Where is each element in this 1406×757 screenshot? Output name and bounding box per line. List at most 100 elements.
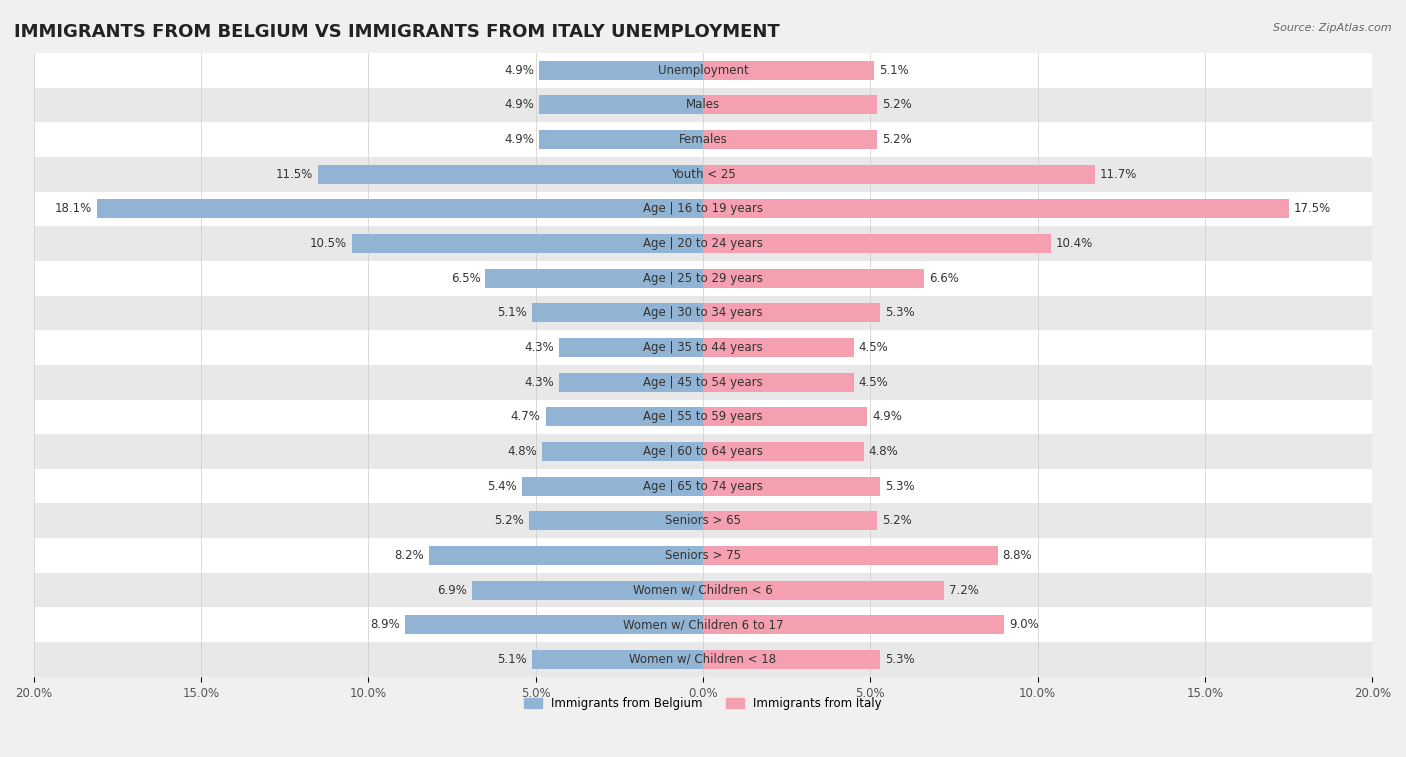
Bar (97, 199, 703, 218)
Bar (34, 261, 1372, 295)
Legend: Immigrants from Belgium, Immigrants from Italy: Immigrants from Belgium, Immigrants from… (519, 692, 887, 715)
Text: Age | 55 to 59 years: Age | 55 to 59 years (643, 410, 763, 423)
Text: 5.1%: 5.1% (498, 307, 527, 319)
Text: Source: ZipAtlas.com: Source: ZipAtlas.com (1274, 23, 1392, 33)
Text: 5.1%: 5.1% (879, 64, 908, 76)
Text: 8.2%: 8.2% (394, 549, 423, 562)
Bar (703, 234, 1052, 253)
Bar (34, 365, 1372, 400)
Text: 4.5%: 4.5% (859, 375, 889, 388)
Bar (533, 650, 703, 669)
Bar (703, 615, 1004, 634)
Text: 8.8%: 8.8% (1002, 549, 1032, 562)
Text: 5.2%: 5.2% (494, 514, 524, 528)
Bar (472, 581, 703, 600)
Text: 4.7%: 4.7% (510, 410, 541, 423)
Bar (34, 503, 1372, 538)
Bar (703, 269, 924, 288)
Bar (703, 407, 868, 426)
Bar (34, 192, 1372, 226)
Text: Youth < 25: Youth < 25 (671, 168, 735, 181)
Bar (703, 164, 1095, 184)
Text: Women w/ Children 6 to 17: Women w/ Children 6 to 17 (623, 618, 783, 631)
Text: 11.5%: 11.5% (276, 168, 314, 181)
Text: Females: Females (679, 133, 727, 146)
Bar (34, 607, 1372, 642)
Text: 4.3%: 4.3% (524, 341, 554, 354)
Bar (543, 442, 703, 461)
Text: 18.1%: 18.1% (55, 202, 93, 215)
Bar (533, 304, 703, 322)
Bar (560, 372, 703, 391)
Text: 6.9%: 6.9% (437, 584, 467, 597)
Text: 5.4%: 5.4% (488, 480, 517, 493)
Bar (429, 546, 703, 565)
Text: Age | 25 to 29 years: Age | 25 to 29 years (643, 272, 763, 285)
Text: Age | 65 to 74 years: Age | 65 to 74 years (643, 480, 763, 493)
Text: Males: Males (686, 98, 720, 111)
Bar (34, 400, 1372, 435)
Bar (703, 338, 853, 357)
Text: 5.3%: 5.3% (886, 480, 915, 493)
Text: 5.3%: 5.3% (886, 653, 915, 666)
Text: 11.7%: 11.7% (1099, 168, 1137, 181)
Bar (34, 88, 1372, 122)
Bar (703, 130, 877, 149)
Bar (34, 295, 1372, 330)
Bar (703, 304, 880, 322)
Text: Age | 16 to 19 years: Age | 16 to 19 years (643, 202, 763, 215)
Text: 4.9%: 4.9% (872, 410, 901, 423)
Bar (703, 372, 853, 391)
Bar (703, 199, 1289, 218)
Bar (485, 269, 703, 288)
Bar (703, 442, 863, 461)
Text: 4.9%: 4.9% (505, 64, 534, 76)
Text: Age | 30 to 34 years: Age | 30 to 34 years (643, 307, 763, 319)
Bar (538, 61, 703, 79)
Text: 6.6%: 6.6% (929, 272, 959, 285)
Bar (703, 581, 943, 600)
Bar (34, 642, 1372, 677)
Text: Women w/ Children < 18: Women w/ Children < 18 (630, 653, 776, 666)
Bar (522, 477, 703, 496)
Text: Seniors > 65: Seniors > 65 (665, 514, 741, 528)
Bar (703, 546, 997, 565)
Text: 4.9%: 4.9% (505, 133, 534, 146)
Text: 10.5%: 10.5% (309, 237, 346, 250)
Text: IMMIGRANTS FROM BELGIUM VS IMMIGRANTS FROM ITALY UNEMPLOYMENT: IMMIGRANTS FROM BELGIUM VS IMMIGRANTS FR… (14, 23, 780, 41)
Text: Age | 35 to 44 years: Age | 35 to 44 years (643, 341, 763, 354)
Bar (703, 95, 877, 114)
Text: 5.3%: 5.3% (886, 307, 915, 319)
Text: 10.4%: 10.4% (1056, 237, 1094, 250)
Text: 9.0%: 9.0% (1010, 618, 1039, 631)
Text: Age | 45 to 54 years: Age | 45 to 54 years (643, 375, 763, 388)
Text: 5.1%: 5.1% (498, 653, 527, 666)
Text: 5.2%: 5.2% (882, 514, 912, 528)
Text: Age | 20 to 24 years: Age | 20 to 24 years (643, 237, 763, 250)
Bar (34, 53, 1372, 88)
Text: 7.2%: 7.2% (949, 584, 979, 597)
Text: 17.5%: 17.5% (1294, 202, 1331, 215)
Text: 4.8%: 4.8% (508, 445, 537, 458)
Text: 8.9%: 8.9% (370, 618, 401, 631)
Bar (34, 469, 1372, 503)
Bar (34, 157, 1372, 192)
Bar (405, 615, 703, 634)
Bar (703, 511, 877, 531)
Text: Unemployment: Unemployment (658, 64, 748, 76)
Bar (34, 573, 1372, 607)
Bar (538, 95, 703, 114)
Text: 5.2%: 5.2% (882, 98, 912, 111)
Text: Seniors > 75: Seniors > 75 (665, 549, 741, 562)
Bar (546, 407, 703, 426)
Bar (34, 330, 1372, 365)
Text: 5.2%: 5.2% (882, 133, 912, 146)
Text: 6.5%: 6.5% (451, 272, 481, 285)
Bar (34, 538, 1372, 573)
Bar (703, 61, 873, 79)
Bar (560, 338, 703, 357)
Text: 4.3%: 4.3% (524, 375, 554, 388)
Text: 4.8%: 4.8% (869, 445, 898, 458)
Text: Age | 60 to 64 years: Age | 60 to 64 years (643, 445, 763, 458)
Bar (34, 435, 1372, 469)
